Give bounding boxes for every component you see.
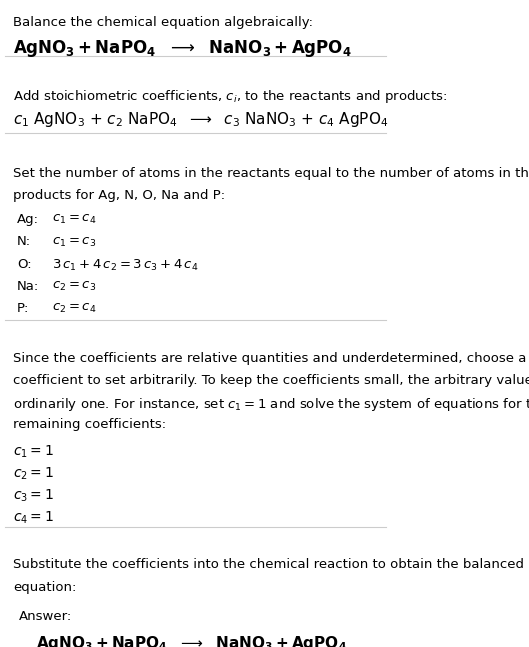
Text: Answer:: Answer:	[19, 609, 72, 622]
Text: Ag:: Ag:	[17, 214, 39, 226]
FancyBboxPatch shape	[6, 595, 238, 647]
Text: $c_1 = 1$: $c_1 = 1$	[13, 443, 54, 459]
Text: N:: N:	[17, 236, 31, 248]
Text: $3\,c_1 + 4\,c_2 = 3\,c_3 + 4\,c_4$: $3\,c_1 + 4\,c_2 = 3\,c_3 + 4\,c_4$	[52, 258, 198, 272]
Text: O:: O:	[17, 258, 32, 270]
Text: $c_4 = 1$: $c_4 = 1$	[13, 510, 54, 526]
Text: Add stoichiometric coefficients, $c_i$, to the reactants and products:: Add stoichiometric coefficients, $c_i$, …	[13, 89, 448, 105]
Text: equation:: equation:	[13, 580, 76, 593]
Text: remaining coefficients:: remaining coefficients:	[13, 418, 166, 431]
Text: ordinarily one. For instance, set $c_1 = 1$ and solve the system of equations fo: ordinarily one. For instance, set $c_1 =…	[13, 396, 529, 413]
Text: P:: P:	[17, 302, 29, 315]
Text: $c_2 = c_4$: $c_2 = c_4$	[52, 302, 96, 315]
Text: $c_2 = 1$: $c_2 = 1$	[13, 465, 54, 482]
Text: Balance the chemical equation algebraically:: Balance the chemical equation algebraica…	[13, 16, 313, 29]
Text: Substitute the coefficients into the chemical reaction to obtain the balanced: Substitute the coefficients into the che…	[13, 558, 524, 571]
Text: products for Ag, N, O, Na and P:: products for Ag, N, O, Na and P:	[13, 189, 225, 202]
Text: coefficient to set arbitrarily. To keep the coefficients small, the arbitrary va: coefficient to set arbitrarily. To keep …	[13, 374, 529, 387]
Text: $\mathregular{AgNO_3 + NaPO_4}$  $\longrightarrow$  $\mathregular{NaNO_3 + AgPO_: $\mathregular{AgNO_3 + NaPO_4}$ $\longri…	[13, 38, 352, 59]
Text: $c_2 = c_3$: $c_2 = c_3$	[52, 280, 96, 293]
Text: $c_1$ $\mathregular{AgNO_3}$ + $c_2$ $\mathregular{NaPO_4}$  $\longrightarrow$  : $c_1$ $\mathregular{AgNO_3}$ + $c_2$ $\m…	[13, 111, 388, 129]
Text: $c_3 = 1$: $c_3 = 1$	[13, 487, 54, 504]
Text: $\mathregular{AgNO_3 + NaPO_4}$  $\longrightarrow$  $\mathregular{NaNO_3 + AgPO_: $\mathregular{AgNO_3 + NaPO_4}$ $\longri…	[37, 634, 348, 647]
Text: $c_1 = c_3$: $c_1 = c_3$	[52, 236, 96, 248]
Text: Set the number of atoms in the reactants equal to the number of atoms in the: Set the number of atoms in the reactants…	[13, 167, 529, 180]
Text: Since the coefficients are relative quantities and underdetermined, choose a: Since the coefficients are relative quan…	[13, 352, 526, 365]
Text: Na:: Na:	[17, 280, 39, 292]
Text: $c_1 = c_4$: $c_1 = c_4$	[52, 214, 96, 226]
